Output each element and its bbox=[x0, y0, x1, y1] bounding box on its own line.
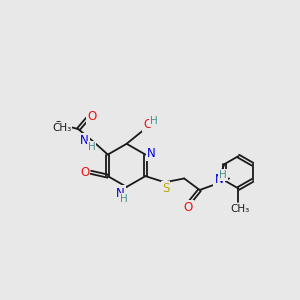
Text: O: O bbox=[183, 201, 193, 214]
Text: H: H bbox=[88, 142, 95, 152]
Text: CH₃: CH₃ bbox=[230, 204, 250, 214]
Text: N: N bbox=[80, 134, 88, 147]
Text: N: N bbox=[215, 173, 224, 187]
Text: H: H bbox=[150, 116, 158, 126]
Text: N: N bbox=[147, 147, 156, 160]
Text: O: O bbox=[87, 110, 96, 123]
Text: S: S bbox=[162, 182, 169, 195]
Text: H: H bbox=[219, 169, 227, 180]
Text: CH₃: CH₃ bbox=[52, 123, 72, 133]
Text: O: O bbox=[80, 166, 89, 179]
Text: H: H bbox=[120, 194, 128, 204]
Text: O: O bbox=[143, 118, 152, 131]
Text: N: N bbox=[116, 187, 125, 200]
Text: O: O bbox=[54, 120, 63, 134]
